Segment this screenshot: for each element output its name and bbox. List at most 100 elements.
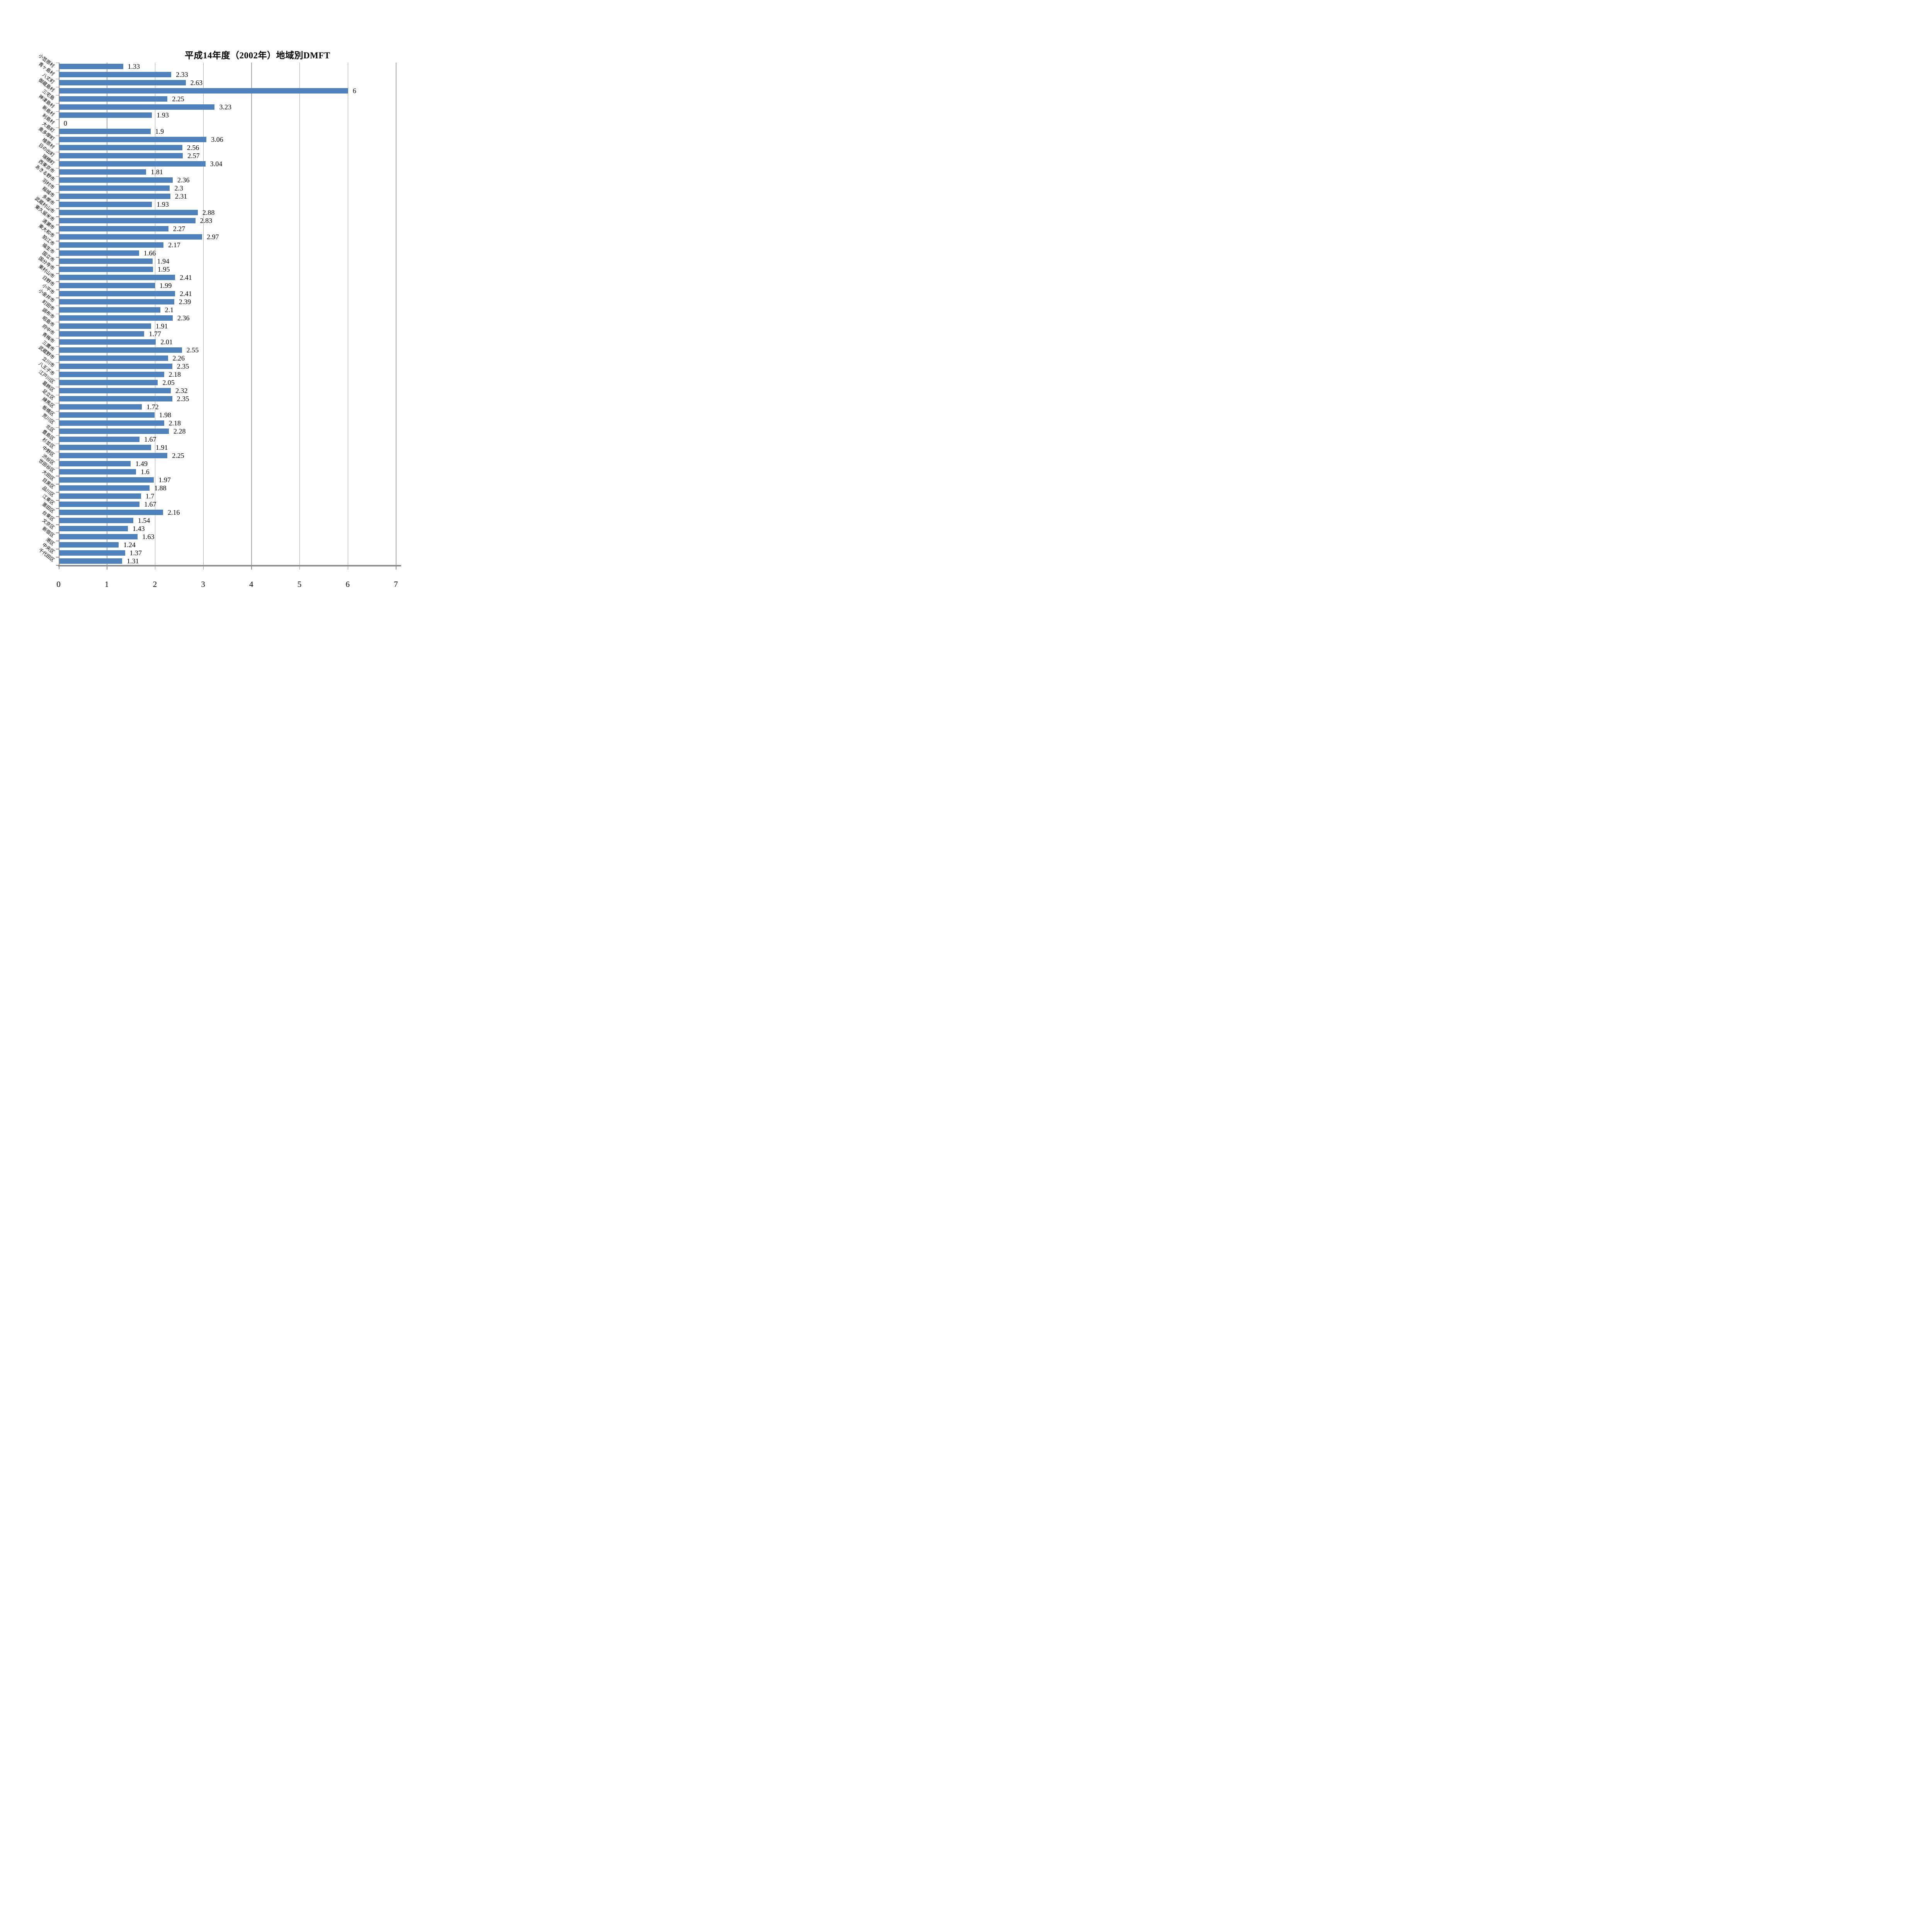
dmft-bar-chart: 平成14年度（2002年）地域別DMFT 1.33 2.33 2.63 6 2.25 3.… [0,0,426,602]
bar [59,72,172,78]
category-axis-line [58,63,60,569]
bar [59,177,173,183]
bar-value-label: 2.26 [172,354,185,362]
bar-value-label: 2.25 [172,95,184,103]
bar [59,307,160,313]
bar [59,469,136,474]
bar-value-label: 1.33 [128,63,140,71]
value-axis-line [58,565,401,567]
bar-value-label: 2.31 [175,192,187,200]
category-axis-tick [56,281,59,282]
bar-value-label: 1.49 [135,460,148,468]
bar [59,315,173,321]
bar-value-label: 3.23 [219,103,231,111]
bar-value-label: 2.39 [179,298,191,306]
bar-value-label: 1.31 [127,557,139,565]
category-axis-tick [56,411,59,412]
bar-value-label: 2.41 [180,289,192,298]
bar [59,347,182,353]
bar-value-label: 2.57 [187,152,200,160]
bar [59,258,153,264]
category-axis-tick [56,516,59,517]
bar [59,185,170,191]
bar-value-label: 1.91 [155,444,168,452]
bar-value-label: 1.9 [155,128,164,136]
bar-value-label: 2.32 [175,387,188,395]
bar-value-label: 1.67 [144,500,156,508]
bar-value-label: 2.36 [177,176,190,184]
bar [59,291,175,296]
bar-value-label: 3.06 [211,136,223,144]
bar [59,461,131,466]
value-axis-tick [299,566,300,570]
category-axis-tick [56,362,59,363]
bar-value-label: 2.18 [168,419,181,427]
bar-value-label: 1.99 [159,281,172,289]
bar [59,477,154,483]
bar-value-label: 1.93 [156,111,169,119]
bar [59,282,155,288]
bar [59,517,133,523]
bar [59,509,163,515]
bar [59,542,119,548]
category-axis-tick [56,524,59,525]
x-tick-label: 4 [249,580,253,589]
bar [59,112,152,118]
bar [59,80,186,86]
bar-value-label: 2.83 [200,216,213,224]
bar-value-label: 3.04 [210,160,223,168]
bar-value-label: 6 [352,87,356,95]
category-axis-tick [56,427,59,428]
bar-value-label: 2.16 [168,508,180,516]
bar-value-label: 1.98 [159,411,172,419]
bar-value-label: 2.25 [172,452,184,460]
bar-value-label: 2.56 [187,144,199,152]
bar [59,331,145,337]
bar [59,153,183,159]
bar [59,550,125,556]
bar [59,420,164,426]
bar-value-label: 1.77 [149,330,161,338]
bar [59,104,215,110]
chart-title: 平成14年度（2002年）地域別DMFT [185,51,330,60]
category-axis-tick [56,289,59,290]
bar-value-label: 1.81 [151,168,163,176]
bar-value-label: 2.36 [177,314,190,322]
gridline [299,63,300,565]
bar [59,323,151,329]
bar-value-label: 1.63 [142,532,155,541]
x-tick-label: 6 [345,580,350,589]
bar-value-label: 1.72 [146,403,159,411]
bar [59,526,128,531]
bar-value-label: 2.28 [173,427,186,435]
bar-value-label: 1.7 [145,492,155,500]
bar [59,64,123,70]
bar [59,558,122,564]
bar-value-label: 2.1 [165,306,174,314]
bar [59,404,142,410]
bar [59,372,164,378]
bar [59,437,139,442]
bar-value-label: 2.55 [186,346,199,354]
value-axis-tick [203,566,204,570]
bar-value-label: 2.33 [176,71,188,79]
bar-value-label: 1.95 [157,265,170,273]
bar-value-label: 2.88 [202,208,215,216]
bar [59,201,152,207]
bar [59,194,170,199]
category-axis-tick [56,184,59,185]
x-tick-label: 0 [56,580,61,589]
gridline [203,63,204,565]
bar-value-label: 1.94 [157,257,170,265]
bar-value-label: 2.35 [177,395,189,403]
category-axis-tick [56,419,59,420]
category-axis-tick [56,532,59,533]
category-axis-tick [56,111,59,112]
x-tick-label: 1 [104,580,109,589]
category-axis-tick [56,273,59,274]
bar-value-label: 1.37 [129,549,142,557]
bar [59,445,151,451]
bar [59,234,202,240]
bar [59,534,138,539]
bar [59,380,158,386]
